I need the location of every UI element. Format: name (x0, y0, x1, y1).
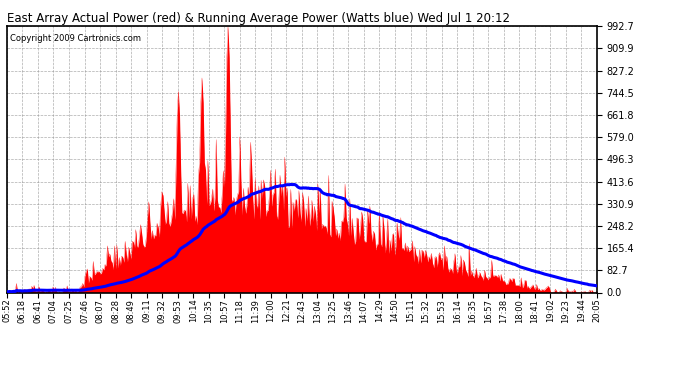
Text: Copyright 2009 Cartronics.com: Copyright 2009 Cartronics.com (10, 34, 141, 43)
Text: East Array Actual Power (red) & Running Average Power (Watts blue) Wed Jul 1 20:: East Array Actual Power (red) & Running … (7, 12, 510, 25)
